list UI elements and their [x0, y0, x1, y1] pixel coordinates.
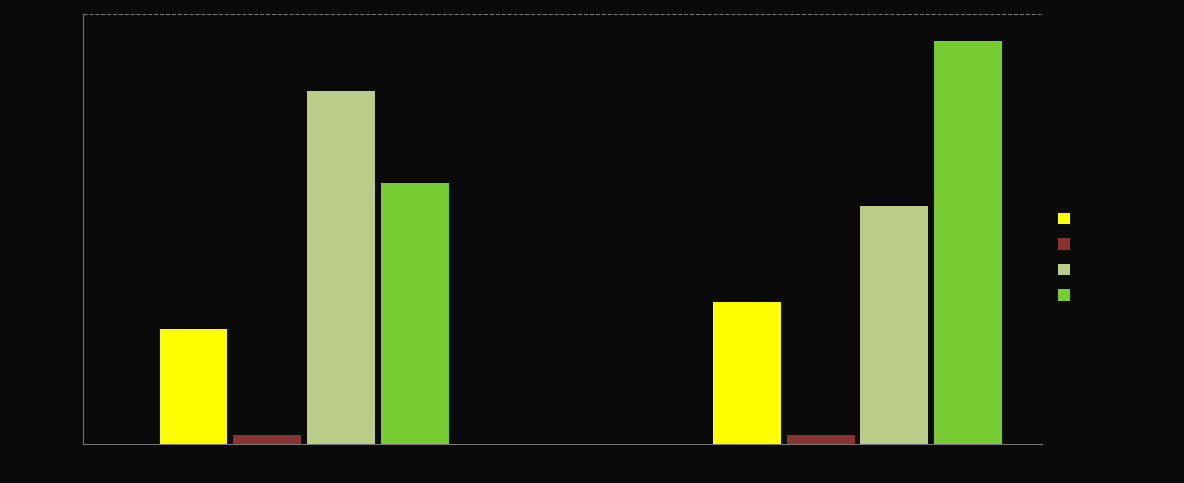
Bar	[160, 329, 227, 444]
Bar	[786, 435, 855, 444]
Bar	[307, 91, 375, 444]
Bar	[861, 206, 928, 444]
Bar	[233, 435, 301, 444]
Bar	[381, 184, 449, 444]
Bar	[713, 302, 780, 444]
Legend: , , , : , , ,	[1054, 209, 1079, 306]
Bar	[934, 42, 1002, 444]
